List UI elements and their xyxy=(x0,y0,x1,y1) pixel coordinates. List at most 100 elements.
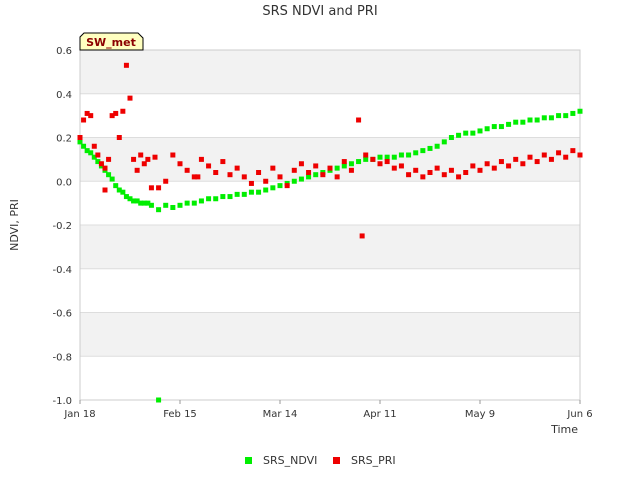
ndvi-point xyxy=(84,148,90,154)
pri-point xyxy=(145,156,151,162)
ndvi-point xyxy=(198,198,204,204)
pri-point xyxy=(448,167,454,173)
pri-point xyxy=(156,185,162,191)
pri-point xyxy=(363,152,369,158)
ndvi-point xyxy=(520,119,526,125)
ndvi-point xyxy=(81,143,87,149)
pri-point xyxy=(406,172,412,178)
pri-point xyxy=(198,156,204,162)
plot-band xyxy=(80,356,580,400)
ndvi-point xyxy=(170,205,176,210)
ndvi-point xyxy=(498,124,504,130)
pri-point xyxy=(77,135,83,140)
ndvi-point xyxy=(270,185,276,191)
pri-point xyxy=(220,159,226,165)
site-badge-label: SW_met xyxy=(86,36,136,49)
plot-band xyxy=(80,225,580,269)
pri-point xyxy=(91,143,97,149)
pri-point xyxy=(491,165,497,171)
pri-point xyxy=(84,110,90,116)
y-tick-label: 0.2 xyxy=(56,134,72,145)
legend-label: SRS_NDVI xyxy=(263,454,317,467)
pri-point xyxy=(527,154,533,160)
ndvi-point xyxy=(113,183,119,189)
ndvi-point xyxy=(577,108,583,114)
pri-point xyxy=(441,172,447,178)
y-tick-label: 0.0 xyxy=(56,177,72,188)
pri-point xyxy=(81,117,87,123)
ndvi-point xyxy=(477,128,483,134)
ndvi-point xyxy=(306,174,312,180)
x-ticks: Jan 18 Feb 15 Mar 14 Apr 11 May 9 Jun 6 xyxy=(63,400,593,420)
ndvi-point xyxy=(363,156,369,162)
pri-point xyxy=(177,161,183,167)
plot-band xyxy=(80,268,580,313)
ndvi-point xyxy=(91,154,97,160)
pri-point xyxy=(248,180,254,186)
pri-point xyxy=(377,161,383,167)
ndvi-point xyxy=(120,189,126,195)
pri-point xyxy=(170,152,176,158)
pri-point xyxy=(359,233,365,239)
x-tick-label: Jun 6 xyxy=(566,409,592,420)
x-axis-label: Time xyxy=(550,423,578,436)
ndvi-point xyxy=(563,113,569,119)
pri-point xyxy=(334,174,340,180)
ndvi-point xyxy=(413,150,419,156)
x-tick-label: May 9 xyxy=(465,409,495,420)
ndvi-point xyxy=(541,115,547,121)
ndvi-point xyxy=(420,148,426,154)
ndvi-point xyxy=(441,139,447,145)
pri-point xyxy=(348,167,354,173)
y-tick-label: -0.6 xyxy=(52,309,72,320)
x-tick-label: Jan 18 xyxy=(63,409,95,420)
pri-point xyxy=(191,174,197,180)
ndvi-point xyxy=(134,198,140,204)
y-tick-label: -1.0 xyxy=(52,396,72,407)
pri-point xyxy=(356,117,362,123)
ndvi-point xyxy=(313,172,319,178)
pri-point xyxy=(102,187,108,193)
ndvi-point xyxy=(177,202,183,208)
plot-band xyxy=(80,312,580,357)
ndvi-point xyxy=(506,121,512,127)
pri-point xyxy=(548,156,554,162)
pri-point xyxy=(384,159,390,165)
ndvi-point xyxy=(206,196,212,202)
ndvi-point xyxy=(384,154,390,160)
ndvi-point xyxy=(116,187,122,193)
pri-point xyxy=(284,183,290,189)
pri-point xyxy=(306,170,312,175)
legend-label: SRS_PRI xyxy=(351,454,396,467)
pri-point xyxy=(234,165,240,171)
ndvi-point xyxy=(123,194,129,200)
pri-point xyxy=(391,165,397,171)
x-tick-label: Feb 15 xyxy=(163,409,197,420)
y-tick-label: -0.4 xyxy=(52,265,72,276)
ndvi-point xyxy=(248,189,254,195)
y-ticks: -1.0 -0.8 -0.6 -0.4 -0.2 0.0 0.2 0.4 0.6 xyxy=(52,46,72,407)
ndvi-point xyxy=(427,145,433,151)
ndvi-point xyxy=(148,202,154,208)
ndvi-point xyxy=(398,152,404,158)
legend-swatch xyxy=(333,457,340,464)
ndvi-point xyxy=(334,165,340,171)
site-badge: SW_met xyxy=(79,32,144,51)
plot-band xyxy=(80,50,580,94)
pri-point xyxy=(98,161,104,167)
ndvi-point xyxy=(484,126,490,132)
pri-point xyxy=(123,62,129,68)
ndvi-point xyxy=(298,176,304,182)
pri-point xyxy=(327,165,333,171)
pri-point xyxy=(206,163,212,169)
ndvi-point xyxy=(156,207,162,213)
ndvi-point xyxy=(277,183,283,189)
pri-point xyxy=(113,110,119,116)
pri-point xyxy=(134,167,140,173)
pri-point xyxy=(556,150,562,156)
ndvi-point xyxy=(341,163,347,169)
ndvi-point xyxy=(138,200,144,206)
chart-title: SRS NDVI and PRI xyxy=(262,4,377,19)
pri-point xyxy=(341,159,347,165)
